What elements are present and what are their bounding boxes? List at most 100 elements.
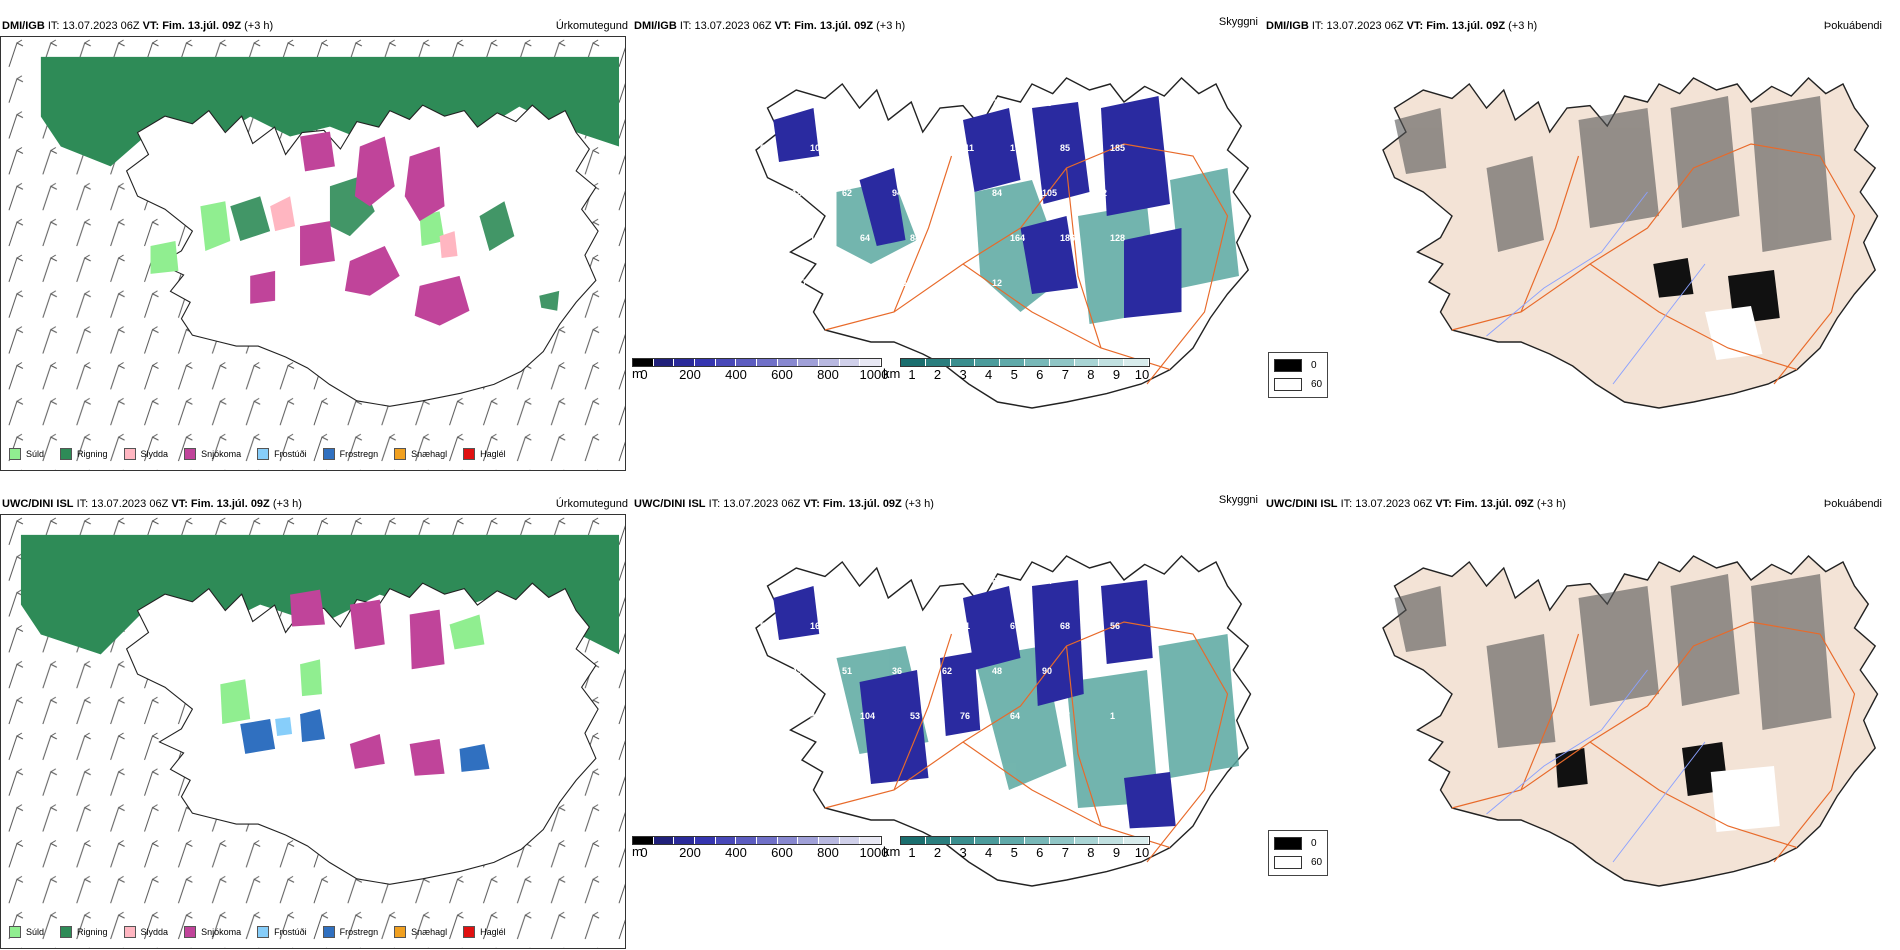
cloud-base-value: 48 [992,666,1002,676]
lead-time: (+3 h) [904,498,934,510]
scale-color-step [1124,359,1149,366]
fog-legend: 0 60 [1268,830,1328,876]
fog-legend-high-label: 0 [1311,360,1317,371]
legend-label: Snjókoma [201,927,242,937]
scale-color-step [1024,837,1050,844]
legend-label: Súld [26,927,45,937]
legend-item: Snæhagl [394,448,447,460]
cloud-base-ticks: 0 200 400 600 800 1000 [632,845,888,861]
scale-color-step [1099,837,1125,844]
cloud-base-value: 87 [910,621,920,631]
sleet-patches [270,196,458,258]
cloud-base-value: 270 [760,233,775,243]
scale-color-step [674,837,696,844]
legend-item: Slydda [123,926,168,938]
cloud-base-value: 68 [992,576,1002,586]
cloud-base-value: 164 [1010,233,1025,243]
fog-panel-dmi: DMI/IGB IT: 13.07.2023 06Z VT: Fim. 13.j… [1264,12,1892,472]
cloud-base-value: 99 [810,711,820,721]
scale-tick-label: 7 [1061,845,1069,860]
cloud-base-value: 254 [842,278,857,288]
precip-legend: Súld Rigning Slydda Snjókoma Frostúði Frostre… [9,924,522,940]
valid-time: VT: Fim. 13.júl. 09Z [774,20,874,32]
model-name: UWC/DINI ISL [1266,498,1338,510]
cloud-base-value: 104 [860,711,875,721]
scale-color-step [1074,359,1100,366]
scale-tick-label: 2 [933,367,942,382]
cloud-base-value: 106 [892,278,907,288]
fog-panel-uwc: UWC/DINI ISL IT: 13.07.2023 06Z VT: Fim.… [1264,490,1892,950]
cloud-base-value: 88 [910,233,920,243]
cloud-base-value: 133 [760,711,775,721]
low-visibility-areas [836,168,1239,324]
cloud-base-value: 41 [910,143,920,153]
visibility-map: 83 72 74 55 52 73 86 49 67 100 88 41 111 19 85 185 256 18… [632,36,1328,471]
precip-map-canvas [1,515,625,948]
scale-color-step [950,837,976,844]
cloud-base-scale: 0 200 400 600 800 1000 m [632,836,888,861]
cloud-base-colorbar [632,358,882,367]
cloud-base-value: 18 [792,188,802,198]
cloud-base-value: 86 [1042,98,1052,108]
visibility-map: 79 47 65 27 75 68 54 64 84 165 76 87 71 69 68 56 65 49 51 3… [632,514,1328,949]
scale-color-step [1124,837,1149,844]
cloud-base-value: 79 [742,576,752,586]
scale-tick-label: 1000 [859,845,889,860]
scale-color-step [925,359,951,366]
scale-color-step [860,359,882,366]
scale-tick-label: 1 [908,367,916,382]
legend-item: Haglél [463,926,506,938]
freezing-rain-patches [240,709,490,772]
fog-map-canvas [1382,77,1879,409]
init-time: IT: 13.07.2023 06Z [1311,20,1404,32]
precip-panel-uwc: UWC/DINI ISL IT: 13.07.2023 06Z VT: Fim.… [0,490,628,950]
valid-time: VT: Fim. 13.júl. 09Z [142,20,242,32]
legend-item: Súld [9,926,44,938]
scale-tick-label: 10 [1134,367,1150,382]
cloud-base-value: 110 [810,233,825,243]
cloud-base-value: 256 [742,188,757,198]
scale-color-step [715,837,737,844]
cloud-base-value: 88 [860,143,870,153]
legend-label: Frostúði [274,927,307,937]
scale-color-step [1074,837,1100,844]
visibility-ticks: 1 2 3 4 5 6 7 8 9 10 [900,845,1150,861]
cloud-base-value: 74 [842,98,852,108]
cloud-base-value: 94 [892,188,902,198]
cloud-base-unit: m [632,844,643,859]
cloud-base-value: 54 [1042,576,1052,586]
fog-index-areas [1394,574,1832,748]
scale-color-step [975,837,1001,844]
legend-item: Snæhagl [394,926,447,938]
scale-color-step [695,837,716,844]
scale-tick-label: 8 [1087,845,1095,860]
cloud-base-value: 12 [992,278,1002,288]
cloud-base-value: 73 [992,98,1002,108]
precip-panel-dmi: DMI/IGB IT: 13.07.2023 06Z VT: Fim. 13.j… [0,12,628,472]
model-name: DMI/IGB [2,20,45,32]
legend-label: Haglél [480,927,506,937]
legend-item: Súld [9,448,44,460]
cloud-base-value: 19 [1010,143,1020,153]
scale-tick-label: 1000 [859,367,889,382]
cloud-base-value: 46 [942,278,952,288]
fog-map-canvas [1382,555,1879,887]
model-name: DMI/IGB [1266,20,1309,32]
cloud-base-value: 36 [892,666,902,676]
panel-title: Þokuábendi [1823,498,1882,510]
scale-tick-label: 200 [679,367,701,382]
scale-color-step [633,837,654,844]
legend-item: Slydda [123,448,168,460]
legend-swatch [184,448,197,460]
cloud-base-value: 100 [810,143,825,153]
legend-label: Súld [26,449,45,459]
fog-clear-areas [1705,306,1763,360]
fog-legend-low-label: 60 [1311,379,1323,390]
legend-swatch [394,448,407,460]
road-network [1451,143,1856,385]
scale-color-step [839,359,861,366]
scale-color-step [715,359,737,366]
cloud-base-value: 52 [942,98,952,108]
cloud-base-value: 186 [1060,233,1075,243]
scale-tick-label: 1 [908,845,916,860]
